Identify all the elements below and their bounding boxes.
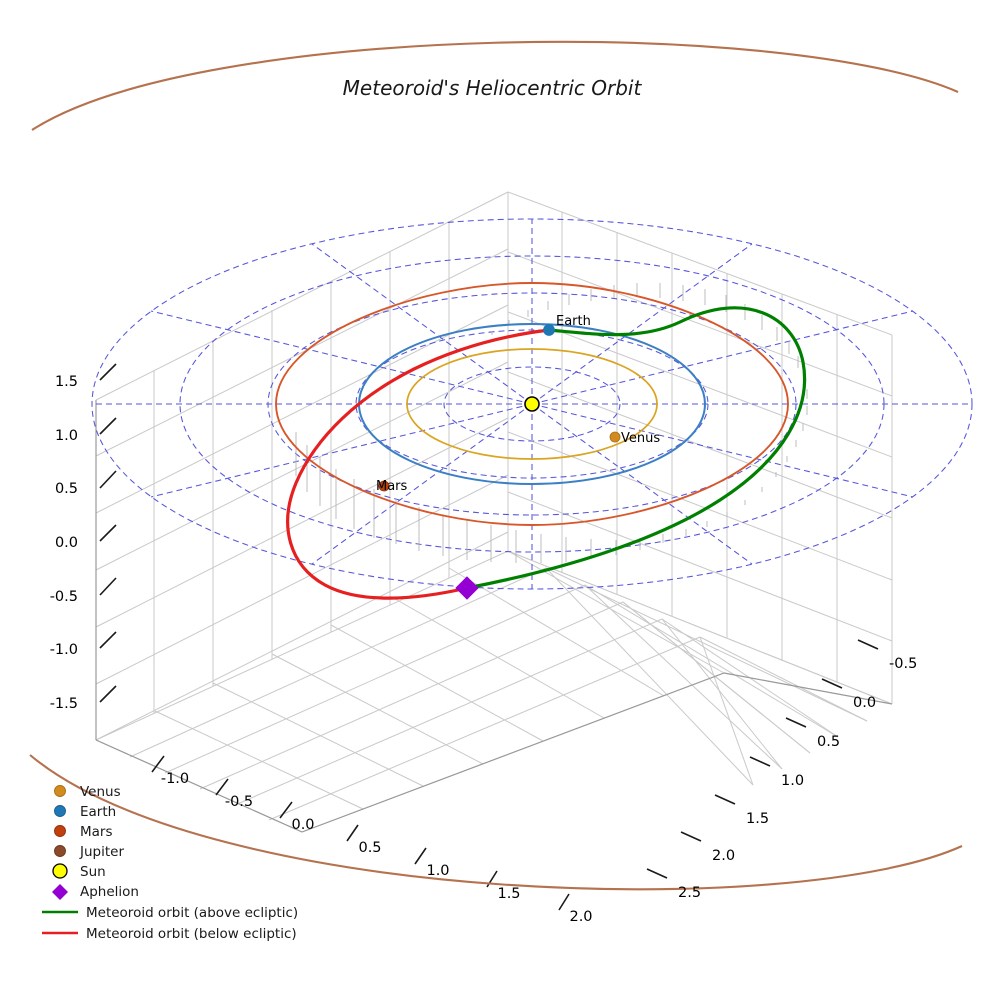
- legend-label: Meteoroid orbit (above ecliptic): [86, 905, 298, 921]
- x-tick-label: 0.5: [358, 840, 381, 856]
- y-tick-label: 2.0: [712, 848, 735, 864]
- z-tick-label: 1.0: [55, 428, 78, 444]
- x-tick-label: 1.5: [497, 886, 520, 902]
- y-tick-label: 1.5: [746, 811, 769, 827]
- legend-item-mars[interactable]: Mars: [54, 824, 113, 840]
- mars-legend-icon: [54, 825, 66, 837]
- axes-grid-lines: [95, 191, 893, 833]
- z-tick-label: 0.5: [55, 481, 78, 497]
- x-tick-label: 1.0: [426, 863, 449, 879]
- page-title: Meteoroid's Heliocentric Orbit: [343, 76, 643, 100]
- venus-annotation-label: Venus: [621, 431, 660, 446]
- legend-item-sun[interactable]: Sun: [52, 863, 106, 880]
- z-tick-label: -1.0: [50, 642, 78, 658]
- aphelion-legend-icon: [52, 884, 68, 900]
- mars-orbit-path: [275, 282, 789, 526]
- y-tick-label: 0.0: [853, 695, 876, 711]
- jupiter-legend-icon: [54, 845, 66, 857]
- z-tick-label: -0.5: [50, 589, 78, 605]
- legend-label: Sun: [80, 864, 106, 880]
- legend-item-meteoroid-above[interactable]: Meteoroid orbit (above ecliptic): [42, 905, 298, 921]
- legend-item-meteoroid-below[interactable]: Meteoroid orbit (below ecliptic): [42, 926, 297, 942]
- y-axis-tick-labels: -0.5 0.0 0.5 1.0 1.5 2.0 2.5: [678, 656, 917, 901]
- legend-label: Mars: [80, 824, 113, 840]
- meteoroid-orbit-above-ecliptic: [465, 306, 807, 590]
- mars-marker: [378, 480, 390, 492]
- y-tick-label: 2.5: [678, 885, 701, 901]
- legend-item-venus[interactable]: Venus: [54, 784, 121, 800]
- earth-annotation-label: Earth: [556, 314, 591, 329]
- y-tick-label: 0.5: [817, 734, 840, 750]
- z-tick-label: -1.5: [50, 696, 78, 712]
- legend: Venus Earth Mars Jupiter Sun: [42, 784, 298, 942]
- aphelion-marker: [455, 576, 479, 600]
- ecliptic-reference-grid: [91, 218, 973, 590]
- x-tick-label: 2.0: [569, 909, 592, 925]
- venus-marker: [609, 431, 621, 443]
- earth-orbit-path: [357, 322, 707, 486]
- legend-item-aphelion[interactable]: Aphelion: [52, 884, 139, 900]
- orbit-stem-lines: [295, 283, 808, 563]
- y-tick-label: -0.5: [889, 656, 917, 672]
- venus-orbit-path: [406, 348, 658, 460]
- legend-label: Aphelion: [80, 884, 139, 900]
- body-markers: [378, 324, 621, 600]
- axis-spines: [95, 400, 893, 833]
- z-axis-tick-labels: 1.5 1.0 0.5 0.0 -0.5 -1.0 -1.5: [50, 374, 78, 712]
- earth-legend-icon: [54, 805, 66, 817]
- sun-legend-icon: [52, 863, 68, 879]
- x-axis-tick-labels: -1.0 -0.5 0.0 0.5 1.0 1.5 2.0: [161, 771, 593, 925]
- legend-label: Venus: [80, 784, 121, 800]
- mars-annotation-label: Mars: [376, 479, 408, 494]
- meteoroid-orbit-below-ecliptic: [286, 328, 551, 600]
- x-tick-label: -1.0: [161, 771, 189, 787]
- legend-item-jupiter[interactable]: Jupiter: [54, 844, 125, 860]
- jupiter-orbit-path: [29, 40, 963, 891]
- y-tick-label: 1.0: [781, 773, 804, 789]
- z-tick-label: 0.0: [55, 535, 78, 551]
- z-tick-label: 1.5: [55, 374, 78, 390]
- axis-tick-marks: [99, 363, 879, 911]
- x-tick-label: 0.0: [291, 817, 314, 833]
- x-tick-label: -0.5: [225, 794, 253, 810]
- legend-label: Jupiter: [79, 844, 124, 860]
- venus-legend-icon: [54, 785, 66, 797]
- legend-item-earth[interactable]: Earth: [54, 804, 117, 820]
- legend-label: Earth: [80, 804, 116, 820]
- legend-label: Meteoroid orbit (below ecliptic): [86, 926, 297, 942]
- earth-marker: [543, 324, 555, 336]
- sun-marker: [524, 396, 540, 412]
